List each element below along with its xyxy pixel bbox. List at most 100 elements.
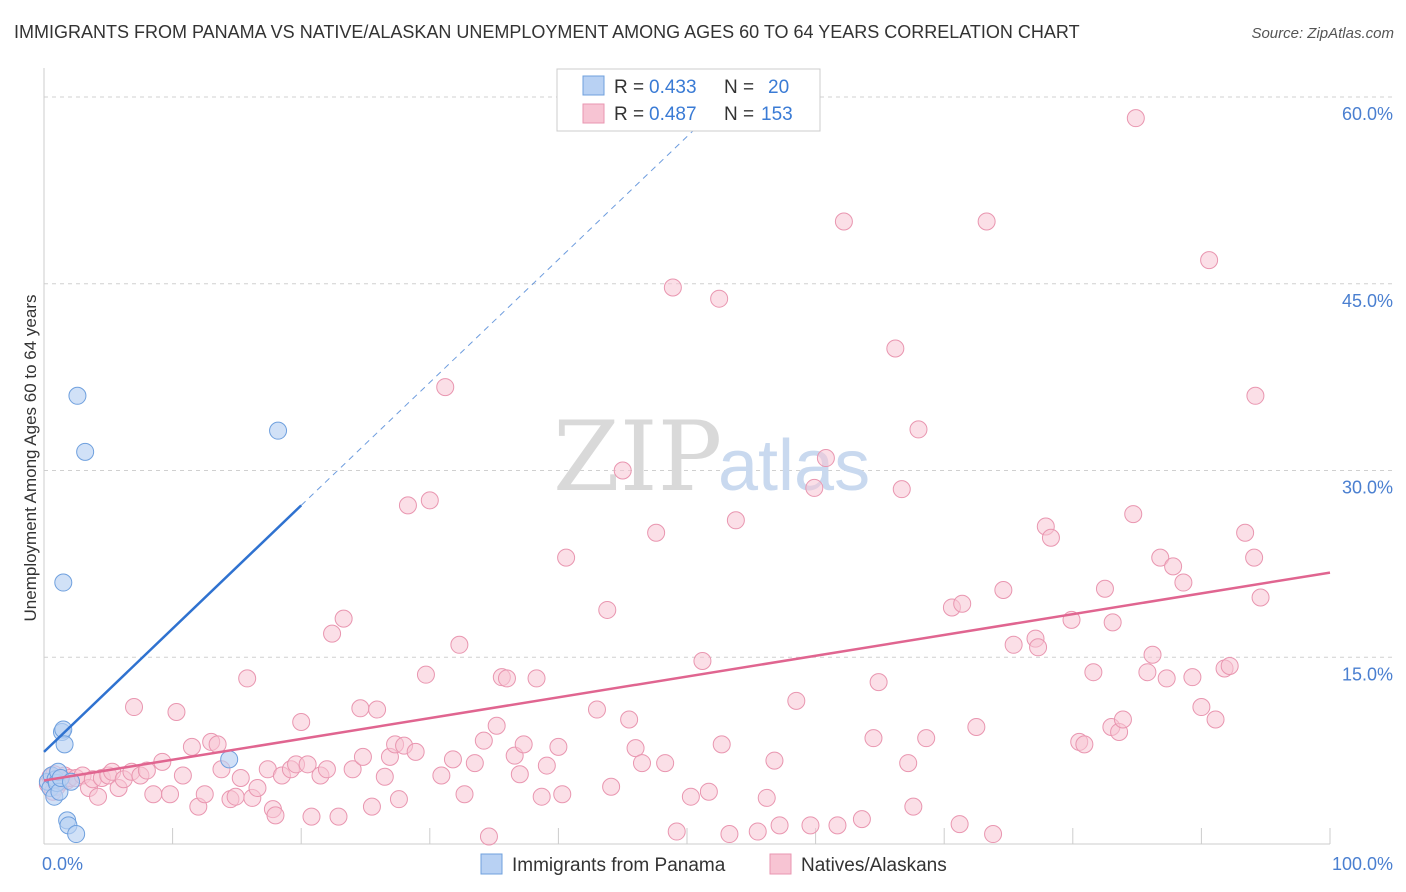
natives-alaskans-point bbox=[125, 698, 144, 717]
natives-alaskans-point bbox=[1251, 588, 1270, 607]
natives-alaskans-point bbox=[602, 777, 621, 796]
y-tick-label: 60.0% bbox=[1342, 104, 1393, 124]
natives-alaskans-point bbox=[869, 673, 888, 692]
natives-alaskans-point bbox=[474, 731, 493, 750]
watermark-atlas: atlas bbox=[718, 426, 870, 506]
y-tick-label: 45.0% bbox=[1342, 291, 1393, 311]
natives-alaskans-point bbox=[748, 822, 767, 841]
legend-n-value-1: 20 bbox=[768, 77, 789, 98]
natives-alaskans-point bbox=[553, 785, 572, 804]
natives-alaskans-point bbox=[953, 594, 972, 613]
natives-alaskans-point bbox=[805, 478, 824, 497]
correlation-legend: R = 0.433 N = 20 R = 0.487 N = 153 bbox=[556, 68, 821, 132]
natives-alaskans-point bbox=[977, 212, 996, 231]
natives-alaskans-point bbox=[455, 785, 474, 804]
natives-alaskans-point bbox=[1143, 645, 1162, 664]
natives-alaskans-point bbox=[904, 797, 923, 816]
natives-alaskans-point bbox=[1084, 663, 1103, 682]
natives-alaskans-point bbox=[613, 461, 632, 480]
y-tick-label: 15.0% bbox=[1342, 664, 1393, 684]
natives-alaskans-point bbox=[298, 755, 317, 774]
natives-alaskans-point bbox=[598, 600, 617, 619]
natives-alaskans-point bbox=[620, 710, 639, 729]
panama-point bbox=[67, 825, 86, 844]
natives-alaskans-points bbox=[38, 109, 1270, 846]
natives-alaskans-point bbox=[1157, 669, 1176, 688]
legend-swatch-pink bbox=[582, 103, 605, 124]
natives-alaskans-point bbox=[432, 766, 451, 785]
natives-alaskans-point bbox=[231, 769, 250, 788]
natives-alaskans-point bbox=[144, 785, 163, 804]
natives-alaskans-point bbox=[161, 785, 180, 804]
natives-alaskans-point bbox=[587, 700, 606, 719]
x-axis-tick-labels: 0.0% 100.0% bbox=[42, 854, 1393, 874]
grid-lines bbox=[44, 96, 1394, 658]
natives-alaskans-point bbox=[994, 581, 1013, 600]
natives-alaskans-point bbox=[864, 729, 883, 748]
natives-alaskans-point bbox=[1200, 251, 1219, 270]
panama-point bbox=[68, 386, 87, 405]
natives-alaskans-point bbox=[368, 700, 387, 719]
watermark-zip: ZIP bbox=[553, 401, 722, 513]
natives-alaskans-point bbox=[226, 787, 245, 806]
natives-alaskans-point bbox=[527, 669, 546, 688]
bottom-legend-label-panama: Immigrants from Panama bbox=[512, 855, 726, 876]
x-axis-ticks bbox=[172, 828, 1331, 844]
natives-alaskans-point bbox=[510, 765, 529, 784]
natives-alaskans-point bbox=[302, 807, 321, 826]
natives-alaskans-point bbox=[1245, 548, 1264, 567]
natives-alaskans-point bbox=[1138, 663, 1157, 682]
chart-title: IMMIGRANTS FROM PANAMA VS NATIVE/ALASKAN… bbox=[14, 22, 1080, 42]
natives-alaskans-point bbox=[137, 761, 156, 780]
natives-alaskans-point bbox=[1206, 710, 1225, 729]
natives-alaskans-point bbox=[323, 624, 342, 643]
natives-alaskans-point bbox=[238, 669, 257, 688]
natives-alaskans-point bbox=[416, 665, 435, 684]
natives-alaskans-point bbox=[663, 278, 682, 297]
natives-alaskans-point bbox=[712, 735, 731, 754]
x-tick-label: 0.0% bbox=[42, 854, 83, 874]
natives-alaskans-point bbox=[852, 810, 871, 829]
natives-alaskans-point bbox=[1236, 523, 1255, 542]
bottom-legend-swatch-blue bbox=[480, 853, 503, 875]
panama-point bbox=[54, 720, 73, 739]
natives-alaskans-point bbox=[549, 737, 568, 756]
natives-alaskans-point bbox=[266, 806, 285, 825]
trend-lines bbox=[43, 117, 1331, 782]
bottom-legend: Immigrants from Panama Natives/Alaskans bbox=[480, 853, 947, 876]
y-axis-tick-labels: 15.0% 30.0% 45.0% 60.0% bbox=[1342, 104, 1393, 684]
natives-alaskans-point bbox=[1220, 656, 1239, 675]
natives-alaskans-point bbox=[292, 712, 311, 731]
natives-alaskans-point bbox=[514, 735, 533, 754]
natives-alaskans-point bbox=[757, 788, 776, 807]
legend-n-label-2: N = bbox=[724, 104, 754, 125]
natives-alaskans-point bbox=[626, 739, 645, 758]
natives-alaskans-point bbox=[1113, 710, 1132, 729]
natives-alaskans-point bbox=[886, 339, 905, 358]
natives-alaskans-point bbox=[770, 816, 789, 835]
natives-alaskans-point bbox=[479, 827, 498, 846]
bottom-legend-swatch-pink bbox=[769, 853, 792, 875]
panama-point bbox=[54, 573, 73, 592]
panama-trend-extension bbox=[300, 117, 707, 506]
natives-alaskans-point bbox=[726, 511, 745, 530]
natives-alaskans-point bbox=[667, 822, 686, 841]
natives-alaskans-point bbox=[720, 825, 739, 844]
natives-alaskans-point bbox=[343, 760, 362, 779]
natives-alaskans-point bbox=[420, 491, 439, 510]
natives-alaskans-point bbox=[681, 787, 700, 806]
natives-alaskans-point bbox=[834, 212, 853, 231]
natives-alaskans-point bbox=[532, 787, 551, 806]
legend-r-value-2: 0.487 bbox=[649, 104, 697, 125]
y-tick-label: 30.0% bbox=[1342, 478, 1393, 498]
natives-alaskans-point bbox=[443, 750, 462, 769]
natives-alaskans-trend-line bbox=[43, 571, 1331, 782]
natives-alaskans-point bbox=[1246, 386, 1265, 405]
natives-alaskans-point bbox=[1004, 635, 1023, 654]
natives-alaskans-point bbox=[1103, 613, 1122, 632]
natives-alaskans-point bbox=[816, 449, 835, 468]
legend-r-label-2: R = bbox=[614, 104, 644, 125]
panama-trend-line bbox=[43, 504, 303, 753]
panama-point bbox=[269, 421, 288, 440]
